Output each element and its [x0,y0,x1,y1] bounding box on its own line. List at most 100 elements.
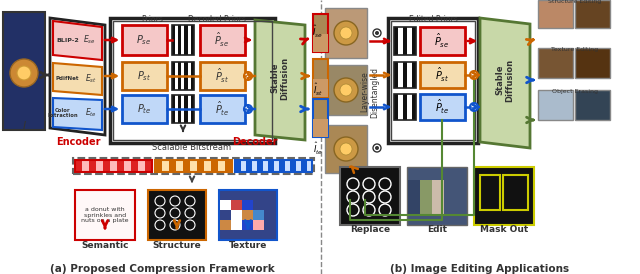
Bar [183,160,190,172]
Bar [432,180,444,215]
Bar [403,62,407,88]
Bar [313,14,328,52]
Bar [145,160,152,172]
Bar [122,62,167,90]
Bar [503,175,528,210]
Text: $\hat{P}_{se}$: $\hat{P}_{se}$ [435,32,450,50]
Circle shape [470,103,478,111]
Bar [241,160,246,172]
Text: a donut with
sprinkles and
nuts on a plate: a donut with sprinkles and nuts on a pla… [81,207,129,223]
Text: $P_{st}$: $P_{st}$ [137,69,151,83]
Bar [235,160,241,172]
Circle shape [340,143,352,155]
Bar [191,25,194,55]
Bar [231,200,242,210]
Circle shape [373,29,381,37]
Bar [82,160,89,172]
Circle shape [340,84,352,96]
Text: Layer-wise
Disentangled: Layer-wise Disentangled [360,67,380,118]
Bar [398,27,403,55]
Bar [178,62,181,90]
Text: Encoder: Encoder [56,137,100,147]
Bar [200,62,245,90]
Bar [110,160,117,172]
Bar [307,160,312,172]
Bar [184,25,188,55]
Bar [176,160,183,172]
Text: +: + [244,104,252,113]
Bar [412,62,416,88]
Bar [313,34,328,52]
Bar [340,167,400,225]
Circle shape [470,71,478,79]
Bar [124,160,131,172]
Text: Semantic: Semantic [81,241,129,250]
Bar [3,12,45,130]
Text: Priors: Priors [141,16,163,24]
Bar [538,0,573,28]
Text: $\hat{P}_{st}$: $\hat{P}_{st}$ [215,67,229,85]
Text: Scalable Bitstream: Scalable Bitstream [152,144,232,153]
Bar [220,220,231,230]
Text: $\hat{P}_{te}$: $\hat{P}_{te}$ [435,98,449,116]
Bar [242,220,253,230]
Bar [420,180,432,215]
Bar [113,21,272,140]
Bar [178,95,181,123]
Bar [188,62,191,90]
Bar [175,25,178,55]
Bar [412,27,416,55]
Circle shape [375,146,379,150]
Text: $\hat{P}_{te}$: $\hat{P}_{te}$ [215,100,229,118]
Text: PdifNet: PdifNet [55,76,79,81]
Bar [403,27,407,55]
Polygon shape [53,63,102,95]
Text: $\hat{P}_{se}$: $\hat{P}_{se}$ [214,31,230,49]
Bar [117,160,124,172]
Text: I: I [22,121,26,131]
Bar [204,160,211,172]
Bar [246,160,252,172]
Bar [575,0,610,28]
Bar [290,160,296,172]
Bar [225,160,232,172]
Bar [296,160,301,172]
Bar [301,160,307,172]
Bar [73,158,314,174]
Bar [394,27,416,55]
Polygon shape [480,18,530,148]
Bar [388,18,478,143]
Circle shape [244,72,252,80]
Bar [407,62,412,88]
Bar [538,48,573,78]
Text: Decoder: Decoder [232,137,278,147]
Bar [394,94,398,120]
Bar [325,65,367,115]
Polygon shape [53,98,102,130]
Bar [169,160,176,172]
Bar [211,160,218,172]
Bar [420,27,465,55]
Bar [412,94,416,120]
Bar [175,62,178,90]
Text: Texture Editing: Texture Editing [552,47,598,53]
Bar [262,160,268,172]
Bar [394,27,398,55]
Bar [122,25,167,55]
Bar [253,200,264,210]
Circle shape [17,66,31,80]
Bar [172,25,175,55]
Text: (b) Image Editing Applications: (b) Image Editing Applications [390,264,570,274]
Text: Stable
Diffusion: Stable Diffusion [270,56,290,99]
Text: Edit: Edit [427,224,447,233]
Bar [403,94,407,120]
Bar [75,190,135,240]
Bar [148,190,206,240]
Bar [313,99,328,137]
Bar [394,62,398,88]
Bar [197,160,204,172]
Bar [172,95,175,123]
Circle shape [340,27,352,39]
Bar [394,94,416,120]
Text: $P_{se}$: $P_{se}$ [136,33,152,47]
